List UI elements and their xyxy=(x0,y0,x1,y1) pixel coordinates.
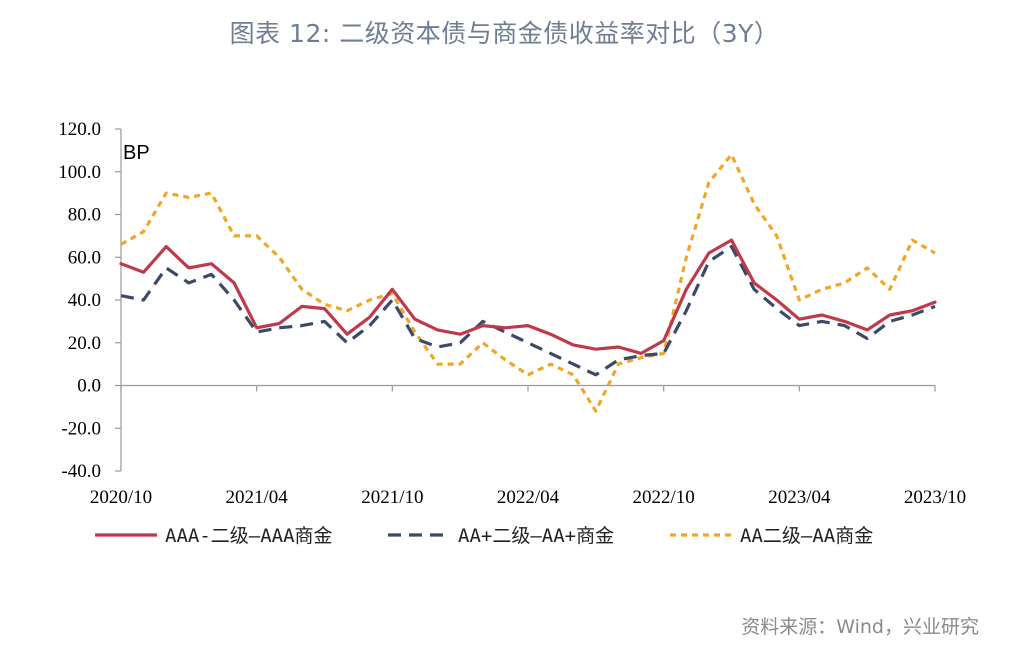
series-line-1 xyxy=(120,245,936,377)
y-tick-label: 0.0 xyxy=(77,376,101,397)
y-unit-label: BP xyxy=(123,142,150,164)
y-tick-label: 40.0 xyxy=(68,290,101,311)
y-tick-label: 60.0 xyxy=(68,247,101,268)
x-tick-label: 2021/10 xyxy=(361,487,423,508)
series-line-0 xyxy=(119,238,937,355)
chart-title: 图表 12: 二级资本债与商金债收益率对比（3Y） xyxy=(229,19,780,48)
y-tick-label: 20.0 xyxy=(68,333,101,354)
x-tick-label: 2023/10 xyxy=(904,487,966,508)
legend-label-2: AA二级—AA商金 xyxy=(740,525,873,547)
x-tick-label: 2022/10 xyxy=(633,487,695,508)
x-tick-label: 2022/04 xyxy=(497,487,560,508)
legend-label-0: AAA-二级—AAA商金 xyxy=(165,525,333,547)
source-note: 资料来源：Wind，兴业研究 xyxy=(741,616,979,638)
y-tick-label: 120.0 xyxy=(58,119,101,140)
y-tick-label: 80.0 xyxy=(68,205,101,226)
legend-label-1: AA+二级—AA+商金 xyxy=(458,525,614,547)
y-tick-label: -40.0 xyxy=(61,461,101,482)
x-tick-label: 2020/10 xyxy=(90,487,152,508)
series-line-2 xyxy=(120,153,936,413)
y-tick-label: 100.0 xyxy=(58,162,101,183)
x-tick-label: 2021/04 xyxy=(226,487,289,508)
x-tick-label: 2023/04 xyxy=(768,487,831,508)
y-tick-label: -20.0 xyxy=(61,418,101,439)
